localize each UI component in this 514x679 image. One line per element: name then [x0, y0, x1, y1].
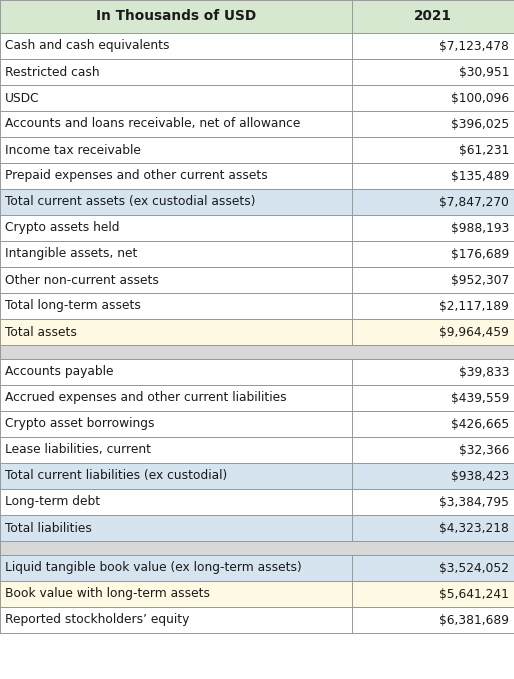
Text: Restricted cash: Restricted cash — [5, 65, 100, 79]
Bar — [0, 137, 352, 163]
Text: $952,307: $952,307 — [451, 274, 509, 287]
Text: Total assets: Total assets — [5, 325, 77, 339]
Text: Other non-current assets: Other non-current assets — [5, 274, 159, 287]
Text: Book value with long-term assets: Book value with long-term assets — [5, 587, 210, 600]
Bar — [0, 267, 352, 293]
Bar — [0, 359, 352, 385]
Text: Lease liabilities, current: Lease liabilities, current — [5, 443, 151, 456]
Text: Cash and cash equivalents: Cash and cash equivalents — [5, 39, 170, 52]
Text: $7,847,270: $7,847,270 — [439, 196, 509, 208]
Text: Long-term debt: Long-term debt — [5, 496, 100, 509]
Bar — [352, 359, 514, 385]
Bar — [352, 411, 514, 437]
Bar — [0, 463, 352, 489]
Text: $439,559: $439,559 — [451, 392, 509, 405]
Bar — [352, 581, 514, 607]
Bar — [0, 489, 352, 515]
Text: $4,323,218: $4,323,218 — [439, 521, 509, 534]
Bar — [0, 411, 352, 437]
Text: USDC: USDC — [5, 92, 40, 105]
Bar — [352, 59, 514, 85]
Bar — [0, 581, 352, 607]
Bar — [352, 437, 514, 463]
Text: $396,025: $396,025 — [451, 117, 509, 130]
Text: Crypto asset borrowings: Crypto asset borrowings — [5, 418, 155, 430]
Bar — [352, 189, 514, 215]
Text: $30,951: $30,951 — [458, 65, 509, 79]
Bar — [352, 293, 514, 319]
Text: $61,231: $61,231 — [458, 143, 509, 156]
Bar — [352, 319, 514, 345]
Bar — [352, 515, 514, 541]
Text: Total liabilities: Total liabilities — [5, 521, 92, 534]
Bar — [0, 0, 352, 33]
Bar — [352, 0, 514, 33]
Bar — [352, 33, 514, 59]
Text: $7,123,478: $7,123,478 — [439, 39, 509, 52]
Bar — [352, 607, 514, 633]
Text: Total current assets (ex custodial assets): Total current assets (ex custodial asset… — [5, 196, 255, 208]
Bar — [0, 215, 352, 241]
Text: $2,117,189: $2,117,189 — [439, 299, 509, 312]
Text: $938,423: $938,423 — [451, 469, 509, 483]
Text: $100,096: $100,096 — [451, 92, 509, 105]
Bar — [0, 385, 352, 411]
Text: Reported stockholders’ equity: Reported stockholders’ equity — [5, 614, 189, 627]
Text: Liquid tangible book value (ex long-term assets): Liquid tangible book value (ex long-term… — [5, 562, 302, 574]
Text: $3,524,052: $3,524,052 — [439, 562, 509, 574]
Text: $5,641,241: $5,641,241 — [439, 587, 509, 600]
Bar — [352, 555, 514, 581]
Bar — [0, 85, 352, 111]
Bar — [0, 555, 352, 581]
Text: $39,833: $39,833 — [458, 365, 509, 378]
Text: $3,384,795: $3,384,795 — [439, 496, 509, 509]
Text: Total long-term assets: Total long-term assets — [5, 299, 141, 312]
Bar — [352, 111, 514, 137]
Bar — [0, 541, 514, 555]
Text: Income tax receivable: Income tax receivable — [5, 143, 141, 156]
Text: 2021: 2021 — [414, 10, 452, 24]
Bar — [352, 137, 514, 163]
Bar — [352, 85, 514, 111]
Bar — [0, 515, 352, 541]
Text: Intangible assets, net: Intangible assets, net — [5, 248, 137, 261]
Bar — [352, 489, 514, 515]
Text: Total current liabilities (ex custodial): Total current liabilities (ex custodial) — [5, 469, 227, 483]
Text: Accrued expenses and other current liabilities: Accrued expenses and other current liabi… — [5, 392, 287, 405]
Bar — [0, 59, 352, 85]
Bar — [0, 345, 514, 359]
Bar — [0, 293, 352, 319]
Text: $6,381,689: $6,381,689 — [439, 614, 509, 627]
Text: In Thousands of USD: In Thousands of USD — [96, 10, 256, 24]
Text: Crypto assets held: Crypto assets held — [5, 221, 119, 234]
Bar — [0, 241, 352, 267]
Bar — [0, 437, 352, 463]
Text: $988,193: $988,193 — [451, 221, 509, 234]
Text: Accounts and loans receivable, net of allowance: Accounts and loans receivable, net of al… — [5, 117, 300, 130]
Text: Accounts payable: Accounts payable — [5, 365, 114, 378]
Text: $135,489: $135,489 — [451, 170, 509, 183]
Text: $9,964,459: $9,964,459 — [439, 325, 509, 339]
Bar — [0, 607, 352, 633]
Bar — [352, 267, 514, 293]
Bar — [352, 463, 514, 489]
Bar — [0, 33, 352, 59]
Bar — [352, 163, 514, 189]
Bar — [0, 189, 352, 215]
Bar — [352, 241, 514, 267]
Bar — [0, 111, 352, 137]
Text: $32,366: $32,366 — [458, 443, 509, 456]
Bar — [352, 385, 514, 411]
Text: $426,665: $426,665 — [451, 418, 509, 430]
Text: Prepaid expenses and other current assets: Prepaid expenses and other current asset… — [5, 170, 268, 183]
Bar — [0, 319, 352, 345]
Bar — [352, 215, 514, 241]
Text: $176,689: $176,689 — [451, 248, 509, 261]
Bar — [0, 163, 352, 189]
